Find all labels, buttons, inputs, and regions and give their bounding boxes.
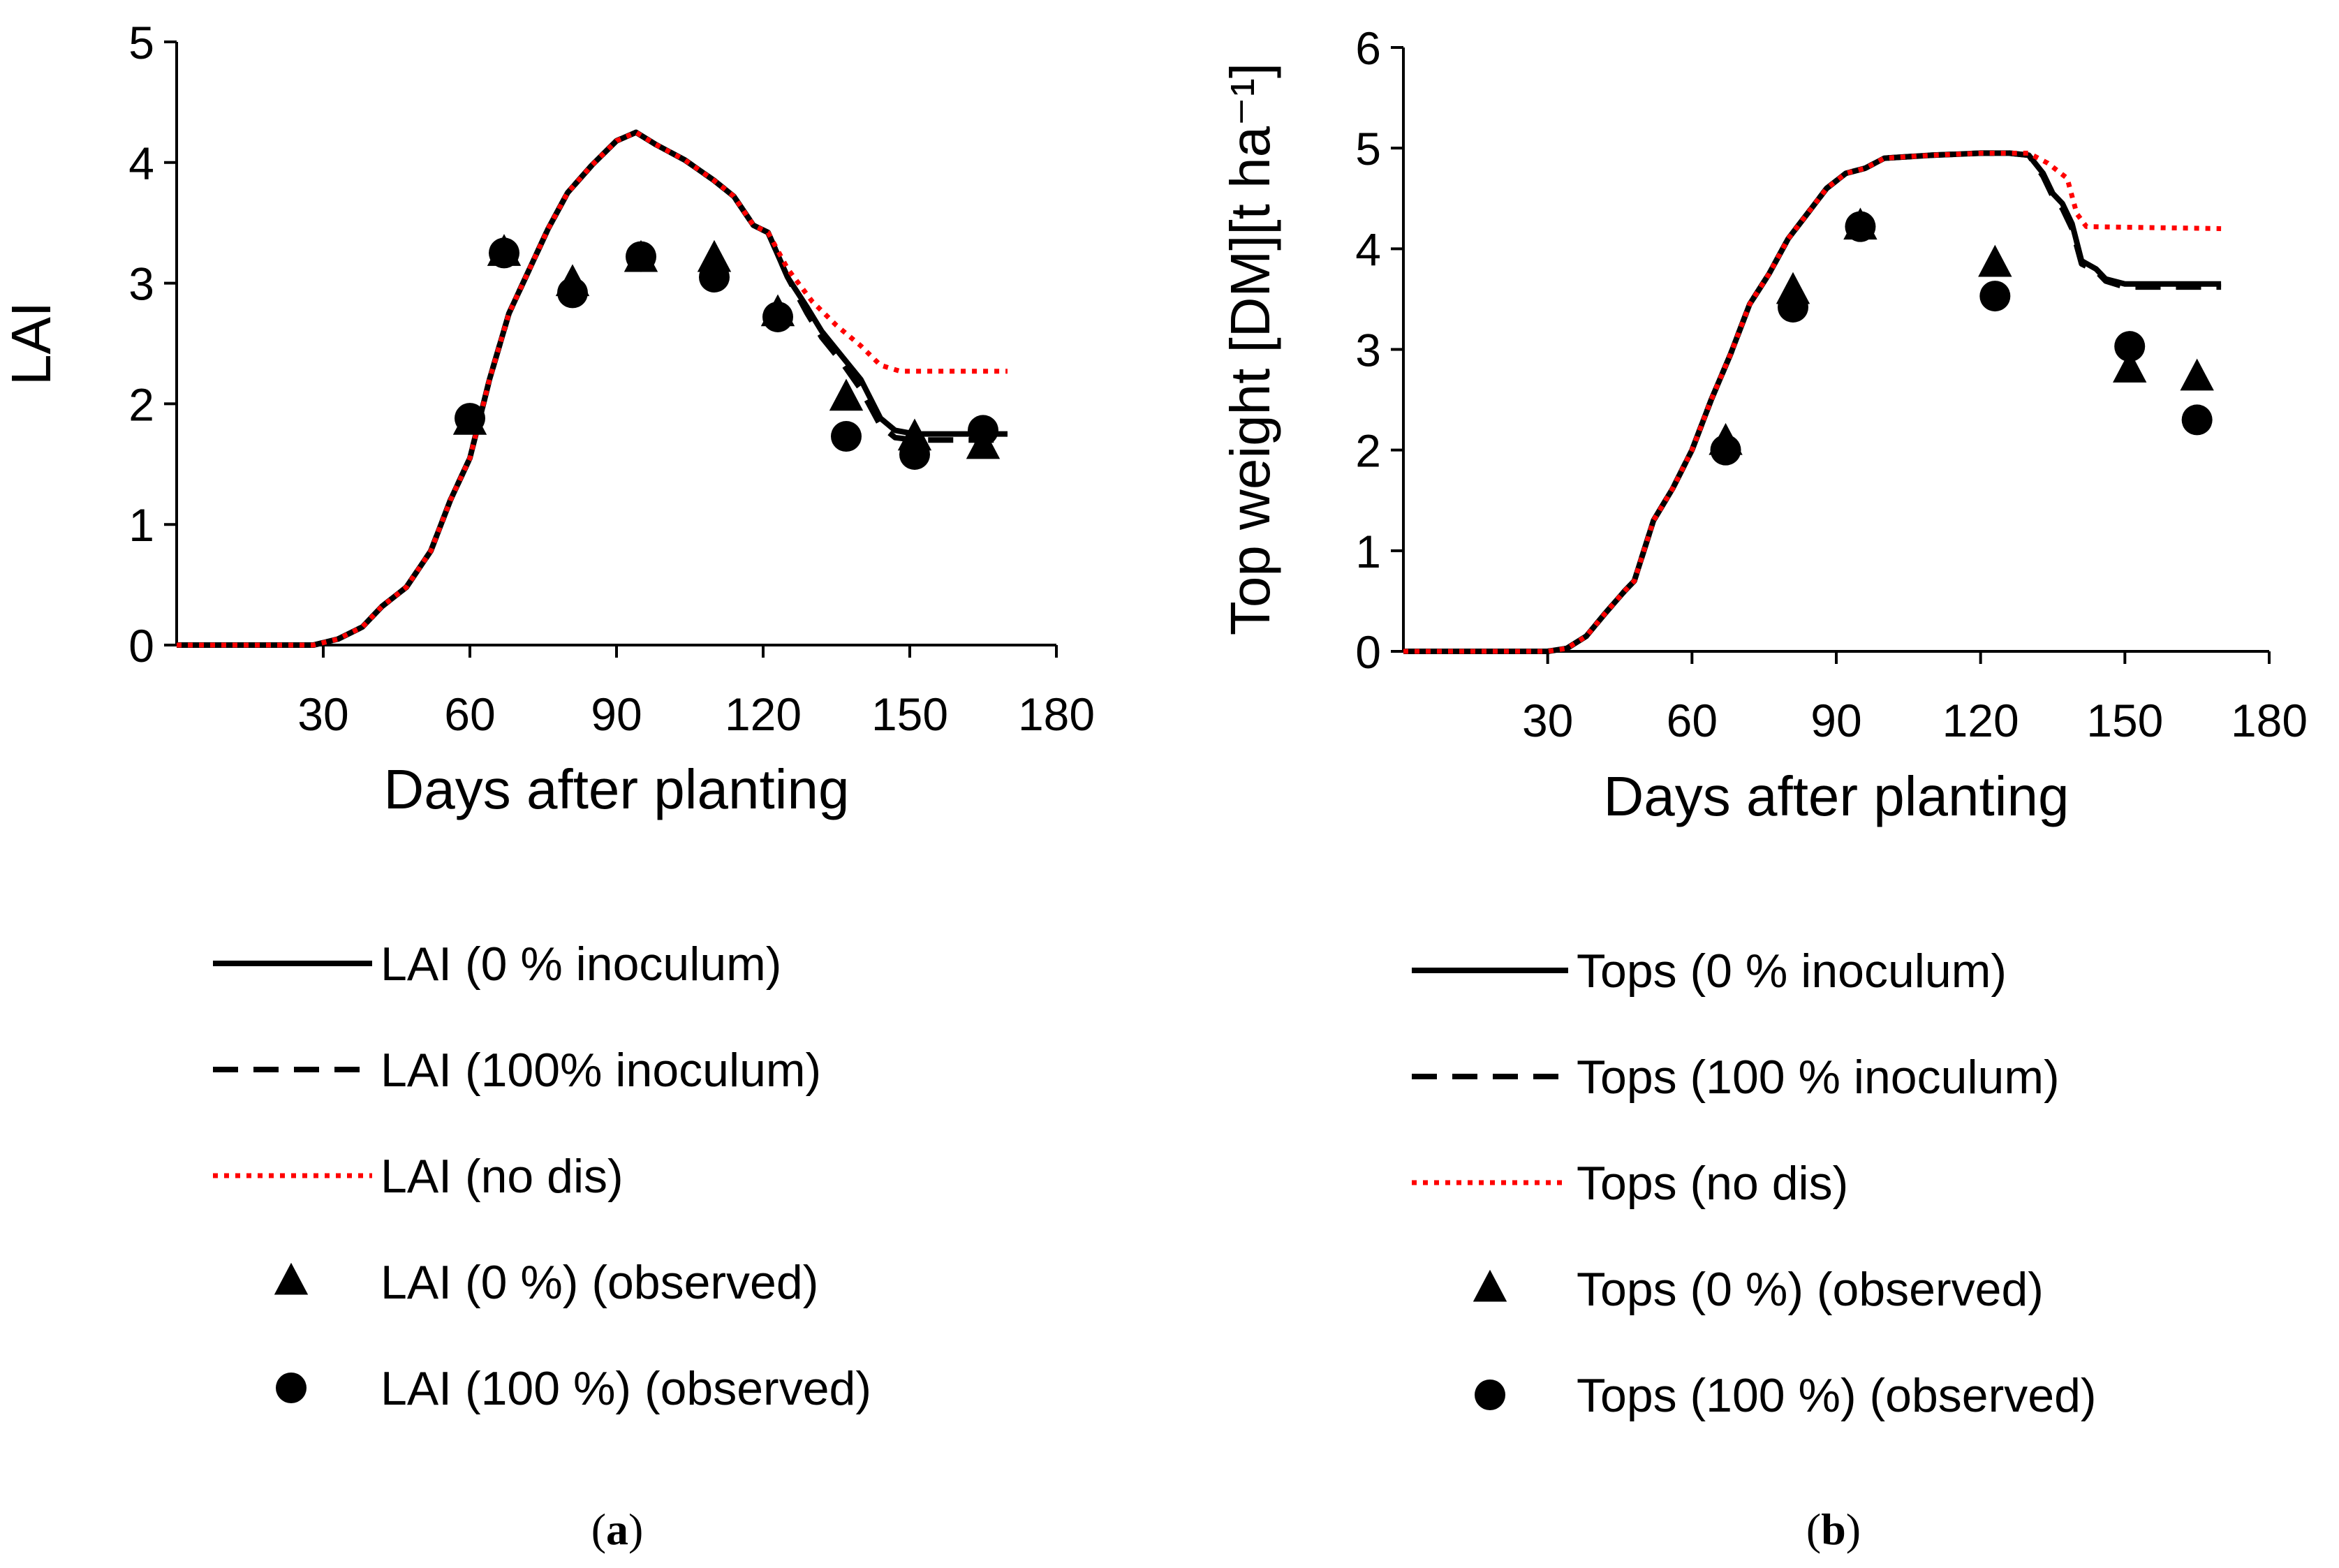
- circle-point: [762, 301, 793, 332]
- legend-entry: Tops (100 %) (observed): [1475, 1369, 2097, 1422]
- circle-point: [455, 403, 485, 434]
- circle-point: [626, 241, 656, 272]
- circle-point: [1778, 291, 1808, 323]
- y-tick-label: 3: [1355, 325, 1381, 376]
- legend-entry: LAI (0 %) (observed): [274, 1256, 818, 1309]
- x-tick-label: 90: [591, 688, 642, 740]
- legend-entry: LAI (0 % inoculum): [213, 938, 781, 991]
- x-tick-label: 60: [444, 688, 495, 740]
- legend-label: LAI (100 %) (observed): [381, 1362, 871, 1415]
- circle-point: [699, 261, 730, 293]
- y-tick-label: 1: [1355, 526, 1381, 577]
- y-tick-label: 2: [1355, 425, 1381, 477]
- y-tick-label: 3: [128, 258, 154, 310]
- legend-label: Tops (100 %) (observed): [1577, 1369, 2097, 1422]
- circle-point: [1845, 211, 1876, 242]
- series-line-solid: [177, 129, 1008, 648]
- panel-caption: (a): [591, 1504, 644, 1554]
- x-tick-label: 120: [725, 688, 802, 740]
- chart-panel-b: 0 1 2 3 4 5 6 30 60 90 120 150 180 Days after plantin…: [1219, 22, 2308, 1554]
- y-axis-title: LAI: [0, 302, 62, 385]
- legend-label: LAI (100% inoculum): [381, 1044, 821, 1097]
- caption-paren: ): [1846, 1504, 1861, 1554]
- triangle-point: [1978, 244, 2012, 277]
- legend-label: LAI (no dis): [381, 1150, 624, 1203]
- legend-entry: Tops (0 % inoculum): [1412, 945, 2007, 998]
- legend-entry: LAI (100% inoculum): [213, 1044, 821, 1097]
- circle-point: [2114, 331, 2146, 362]
- legend-label: Tops (0 % inoculum): [1577, 945, 2007, 998]
- x-tick-label: 150: [871, 688, 948, 740]
- circle-point: [489, 237, 519, 269]
- chart-panel-a: 0 1 2 3 4 5 30 60 90 120 150 180 Days after planting…: [0, 17, 1095, 1554]
- circle-point: [831, 421, 862, 452]
- x-tick-label: 150: [2086, 695, 2163, 746]
- legend-entry: LAI (no dis): [213, 1150, 624, 1203]
- legend-label: Tops (100 % inoculum): [1577, 1051, 2060, 1104]
- legend-label: Tops (no dis): [1577, 1157, 1848, 1210]
- y-tick-label: 0: [128, 620, 154, 672]
- y-tick-label: 4: [1355, 223, 1381, 275]
- x-tick-label: 180: [1018, 688, 1095, 740]
- circle-point: [557, 277, 588, 309]
- circle-point: [968, 415, 998, 446]
- legend-triangle-marker: [274, 1262, 309, 1295]
- circle-point: [1979, 281, 2011, 312]
- x-axis-title: Days after planting: [1603, 765, 2069, 827]
- y-tick-label: 5: [128, 17, 154, 68]
- circle-point: [1710, 434, 1741, 466]
- x-axis-title: Days after planting: [383, 758, 849, 820]
- legend-circle-marker: [276, 1373, 307, 1403]
- x-tick-label: 120: [1942, 695, 2019, 746]
- legend-label: LAI (0 % inoculum): [381, 938, 781, 991]
- caption-paren: (: [1806, 1504, 1821, 1554]
- circle-point: [899, 438, 930, 470]
- triangle-point: [697, 239, 732, 272]
- legend-entry: LAI (100 %) (observed): [276, 1362, 871, 1415]
- caption-paren: (: [591, 1504, 606, 1554]
- triangle-point: [2180, 358, 2214, 391]
- triangle-point: [829, 378, 864, 411]
- legend-label: LAI (0 %) (observed): [381, 1256, 818, 1309]
- y-tick-label: 0: [1355, 626, 1381, 678]
- circle-point: [2181, 404, 2213, 436]
- legend-label: Tops (0 %) (observed): [1577, 1263, 2044, 1316]
- caption-letter: b: [1821, 1504, 1846, 1554]
- caption-paren: ): [628, 1504, 643, 1554]
- x-tick-label: 90: [1810, 695, 1861, 746]
- x-tick-label: 60: [1667, 695, 1718, 746]
- legend-triangle-marker: [1473, 1269, 1507, 1302]
- caption-letter: a: [606, 1504, 628, 1554]
- legend-entry: Tops (no dis): [1412, 1157, 1848, 1210]
- series-line-dotted: [1403, 150, 2222, 654]
- legend-entry: Tops (100 % inoculum): [1412, 1051, 2060, 1104]
- y-tick-label: 5: [1355, 123, 1381, 175]
- x-tick-label: 30: [1522, 695, 1573, 746]
- panel-caption: (b): [1806, 1504, 1861, 1554]
- legend-circle-marker: [1475, 1380, 1505, 1410]
- x-tick-label: 30: [297, 688, 348, 740]
- y-tick-label: 2: [128, 378, 154, 430]
- y-tick-label: 1: [128, 499, 154, 551]
- y-tick-label: 6: [1355, 22, 1381, 74]
- y-axis-title: Top weight [DM][t ha⁻¹]: [1219, 63, 1281, 635]
- triangle-point: [2113, 350, 2147, 383]
- legend-entry: Tops (0 %) (observed): [1473, 1263, 2044, 1316]
- series-line-dashed: [177, 129, 1008, 648]
- y-tick-label: 4: [128, 138, 154, 189]
- x-tick-label: 180: [2231, 695, 2308, 746]
- series-line-dotted: [177, 130, 1008, 648]
